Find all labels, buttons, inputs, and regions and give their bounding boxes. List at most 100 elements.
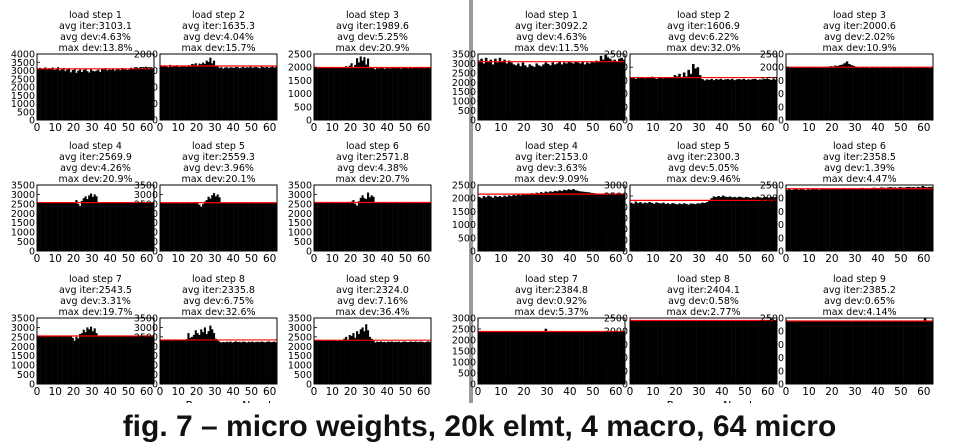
bar	[170, 66, 174, 120]
bar	[62, 68, 65, 120]
bar	[58, 202, 62, 251]
subplot-title-line: avg iter:3103.1	[59, 21, 132, 32]
bar	[407, 68, 410, 120]
x-tick-label: 20	[669, 386, 682, 398]
bar	[399, 202, 402, 251]
plot-frame	[159, 184, 278, 252]
x-tick-label: 60	[609, 386, 622, 398]
bar	[514, 331, 518, 384]
subplot-title-line: avg iter:2358.5	[823, 152, 896, 163]
bar	[163, 65, 166, 120]
bar	[505, 63, 509, 120]
bar	[225, 341, 228, 384]
bar	[205, 200, 208, 251]
bar	[383, 68, 386, 120]
x-tick-label: 10	[326, 253, 339, 265]
x-tick-label: 50	[122, 253, 135, 265]
bar	[880, 321, 883, 384]
bar	[540, 192, 543, 251]
bar	[569, 62, 573, 120]
bar	[144, 202, 147, 251]
y-tick-label: 2000	[134, 342, 158, 353]
bar	[110, 202, 113, 251]
bar	[141, 335, 144, 384]
subplot-title-line: max dev:20.9%	[335, 43, 409, 54]
bar	[102, 69, 105, 120]
bar	[82, 69, 85, 120]
bar	[376, 341, 379, 384]
subplot-title-line: avg iter:2153.0	[515, 152, 588, 163]
bar	[549, 331, 552, 384]
bar	[829, 320, 833, 384]
bar	[907, 320, 911, 384]
bar	[912, 187, 915, 251]
bar	[251, 202, 254, 251]
bar	[491, 331, 495, 384]
subplot-title-line: avg dev:6.22%	[668, 32, 739, 43]
y-tick-label: 3500	[288, 181, 312, 192]
y-tick-label: 2000	[452, 78, 476, 89]
subplot-title-line: load step 1	[525, 10, 578, 21]
x-tick-label: 20	[825, 122, 838, 134]
bar	[249, 342, 252, 384]
x-tick-label: 10	[49, 122, 62, 134]
bar	[887, 321, 890, 384]
bar	[37, 336, 40, 384]
x-tick-label: 50	[399, 253, 412, 265]
bar	[744, 79, 748, 120]
bar	[93, 194, 96, 251]
bar	[176, 65, 179, 120]
bar	[811, 188, 814, 251]
bar	[719, 196, 723, 251]
bar	[167, 67, 170, 120]
bar	[90, 193, 93, 251]
bar	[620, 331, 623, 384]
x-tick-label: 60	[761, 253, 774, 265]
bar	[233, 341, 236, 384]
bar	[710, 198, 713, 251]
bar	[227, 68, 230, 120]
y-tick-label: 500	[458, 233, 476, 244]
bar	[326, 67, 329, 120]
bar	[870, 187, 874, 251]
x-tick-label: 30	[848, 386, 861, 398]
y-tick-label: 0	[306, 116, 312, 127]
bar	[535, 63, 538, 120]
bar	[652, 78, 656, 120]
bar	[209, 198, 212, 251]
bar	[91, 331, 94, 384]
x-tick-label: 0	[34, 386, 41, 398]
bar	[104, 68, 107, 120]
bar	[189, 202, 192, 251]
x-tick-label: 20	[67, 122, 80, 134]
bar	[650, 76, 654, 120]
bar	[544, 62, 548, 120]
y-tick-label: 2000	[604, 327, 628, 338]
bar	[790, 321, 794, 384]
bar	[487, 61, 490, 120]
x-tick-label: 10	[646, 386, 659, 398]
bar	[97, 336, 100, 384]
bar	[394, 341, 397, 384]
bar	[703, 320, 707, 384]
subplot-title-line: max dev:2.77%	[666, 307, 740, 318]
bar	[44, 67, 47, 120]
bar	[480, 331, 483, 384]
bar	[88, 329, 91, 384]
subplot-title-line: avg dev:0.65%	[824, 296, 895, 307]
bar	[152, 336, 155, 384]
y-tick-label: 2500	[452, 68, 476, 79]
bar	[260, 341, 263, 384]
bar	[546, 63, 550, 120]
bar	[592, 193, 596, 251]
bar	[910, 67, 913, 120]
bar	[73, 340, 76, 384]
bar	[630, 320, 633, 384]
x-tick-label: 30	[540, 253, 553, 265]
bar	[595, 60, 598, 120]
bar	[774, 196, 778, 251]
subplot-title-line: load step 4	[69, 141, 122, 152]
x-tick-label: 30	[85, 122, 98, 134]
bar	[494, 195, 497, 251]
plot-frame	[785, 53, 934, 121]
